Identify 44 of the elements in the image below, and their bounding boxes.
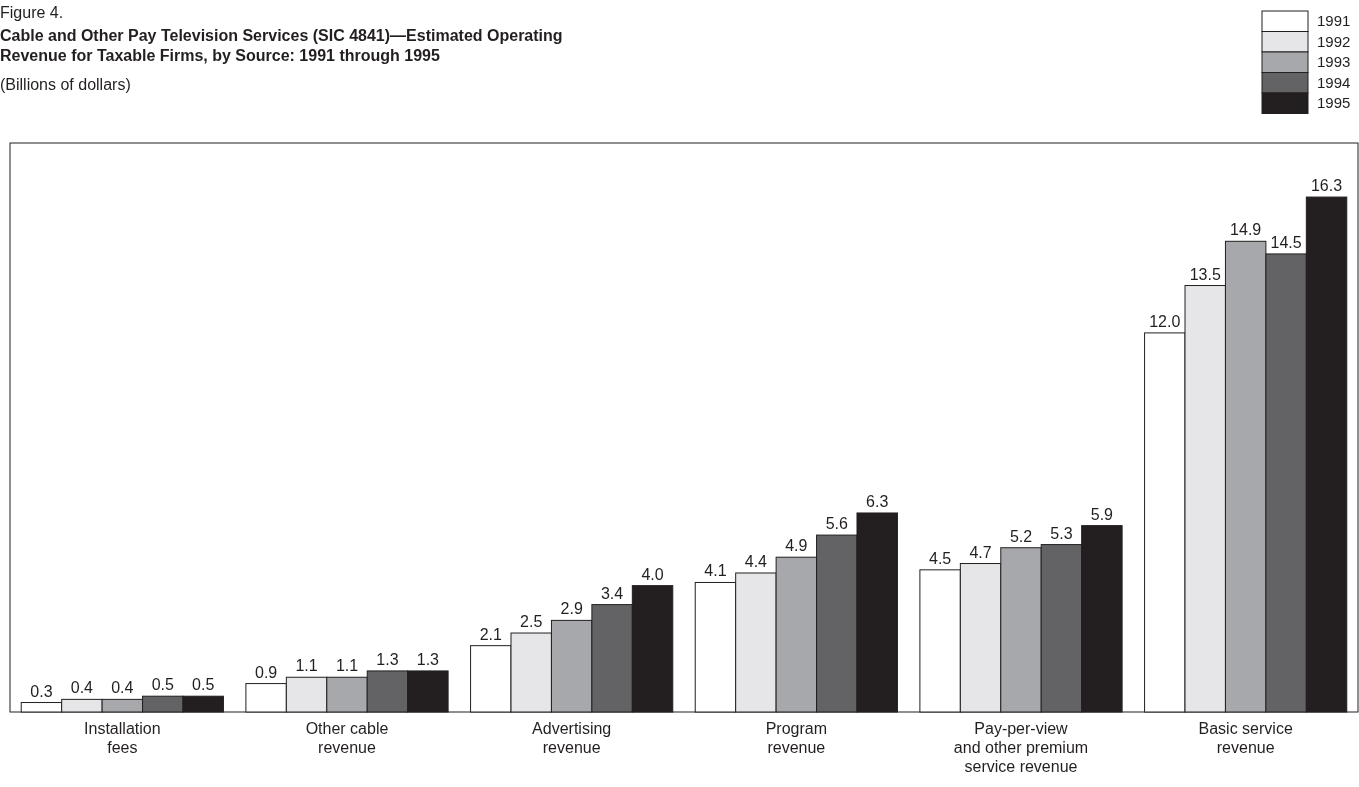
legend-label: 1991 xyxy=(1317,12,1351,29)
x-tick-label: Basic service revenue xyxy=(1198,720,1293,756)
chart-title: Cable and Other Pay Television Services (SIC 4841)—Estimated Operating Revenue for Taxable Firms, by Source: 1991 through 1995 xyxy=(0,27,563,64)
x-tick-label: Other cable revenue xyxy=(305,720,389,756)
data-label: 0.5 xyxy=(151,676,174,694)
data-label: 2.1 xyxy=(479,625,503,643)
data-label: 1.1 xyxy=(295,657,318,675)
data-label: 5.6 xyxy=(825,515,848,533)
data-label: 1.3 xyxy=(416,650,440,668)
data-label: 12.0 xyxy=(1149,312,1181,330)
x-tick-label: Installation fees xyxy=(84,720,161,756)
data-label: 6.3 xyxy=(866,492,889,510)
data-label: 3.4 xyxy=(600,584,624,602)
data-label: 0.5 xyxy=(192,676,215,694)
data-label: 0.4 xyxy=(70,679,94,697)
data-label: 4.5 xyxy=(928,549,952,567)
x-tick-label: Advertising revenue xyxy=(532,720,612,756)
data-label: 5.9 xyxy=(1090,505,1114,523)
legend-label: 1995 xyxy=(1317,94,1351,111)
data-label: 4.9 xyxy=(785,537,808,555)
data-label: 4.1 xyxy=(704,562,727,580)
chart-subtitle: (Billions of dollars) xyxy=(0,76,131,93)
data-label: 0.9 xyxy=(254,663,278,681)
x-tick-label: Pay-per-view and other premium service revenue xyxy=(953,720,1089,775)
data-label: 1.1 xyxy=(335,657,359,675)
legend-label: 1992 xyxy=(1317,32,1351,50)
data-label: 14.5 xyxy=(1270,233,1302,251)
data-label: 13.5 xyxy=(1189,265,1221,283)
data-label: 5.2 xyxy=(1009,527,1033,545)
data-label: 14.9 xyxy=(1230,221,1262,239)
legend-label: 1993 xyxy=(1317,53,1351,70)
data-label: 2.5 xyxy=(520,613,543,631)
data-label: 4.4 xyxy=(744,553,768,570)
data-label: 1.3 xyxy=(376,650,399,668)
data-label: 0.4 xyxy=(111,679,134,697)
caption: Figure 4. xyxy=(0,4,64,21)
legend-label: 1994 xyxy=(1317,73,1351,91)
data-label: 4.0 xyxy=(641,565,664,583)
data-label: 4.7 xyxy=(969,543,992,561)
data-label: 2.9 xyxy=(560,600,583,618)
data-label: 5.3 xyxy=(1050,524,1073,542)
data-label: 16.3 xyxy=(1310,177,1343,195)
x-tick-label: Program revenue xyxy=(765,720,828,756)
data-label: 0.3 xyxy=(30,682,53,700)
